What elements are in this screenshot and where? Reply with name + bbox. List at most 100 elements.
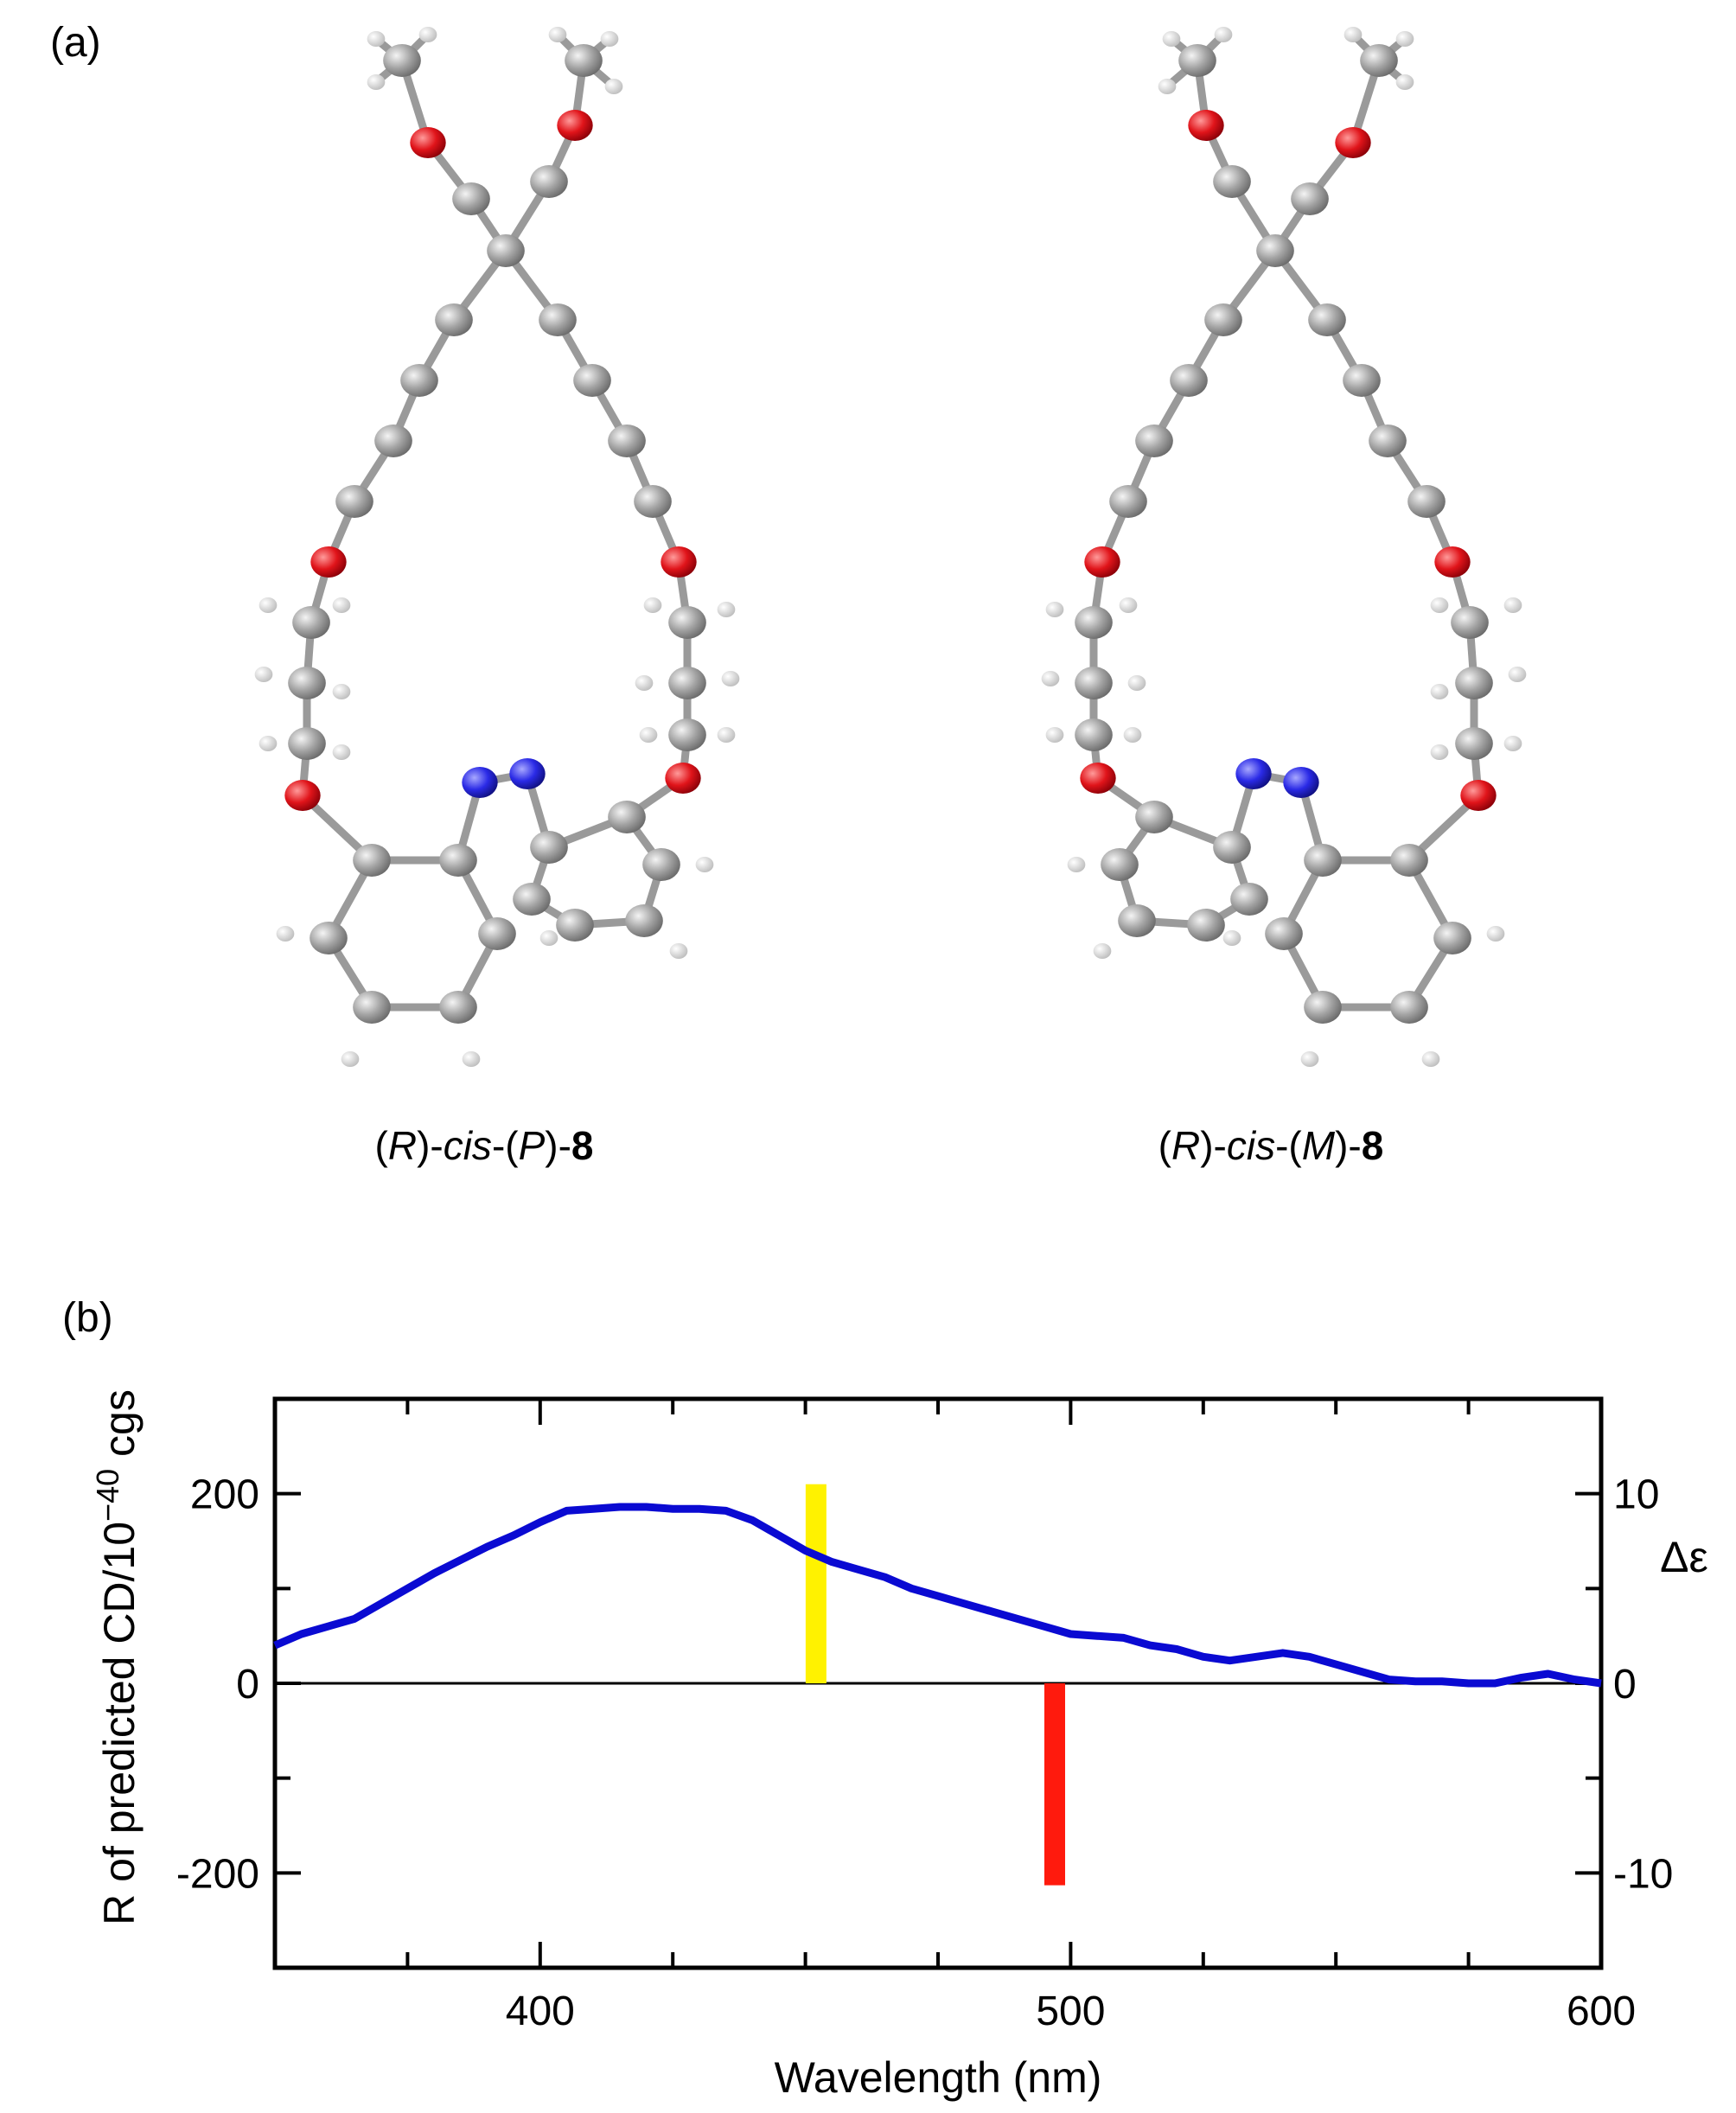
carbon-atom <box>1369 425 1407 457</box>
hydrogen-atom <box>341 1051 360 1067</box>
carbon-atom <box>1304 844 1342 877</box>
oxygen-atom <box>1080 763 1116 794</box>
molecule-structures <box>254 27 1527 1067</box>
carbon-atom <box>573 364 611 397</box>
oxygen-atom <box>1084 546 1120 578</box>
hydrogen-atom <box>717 602 736 617</box>
caption-helix: M <box>1301 1123 1336 1168</box>
hydrogen-atom <box>1214 27 1233 42</box>
caption-cis: cis <box>443 1123 492 1168</box>
nitrogen-atom <box>462 767 498 798</box>
molecule-r-cis-m-8 <box>1041 27 1527 1067</box>
carbon-atom <box>292 606 330 639</box>
carbon-atom <box>1230 883 1268 916</box>
plot-frame <box>272 1396 1604 1970</box>
caption-paren-open: ( <box>1158 1123 1171 1168</box>
oxygen-atom <box>665 763 701 794</box>
carbon-atom <box>1343 364 1381 397</box>
hydrogen-atom <box>548 27 567 42</box>
caption-config: R <box>1171 1123 1201 1168</box>
caption-helix: P <box>518 1123 546 1168</box>
carbon-atom <box>288 667 326 699</box>
y-right-tick-label: -10 <box>1613 1851 1673 1897</box>
caption-number: 8 <box>1361 1123 1384 1168</box>
hydrogen-atom <box>1041 671 1060 686</box>
x-tick-label: 600 <box>1567 1989 1636 2034</box>
carbon-atom <box>435 303 473 336</box>
carbon-atom <box>565 44 603 77</box>
panel-label-b: (b) <box>62 1295 113 1341</box>
y-right-axis-title: Δε <box>1660 1533 1708 1581</box>
carbon-atom <box>374 425 412 457</box>
carbon-atom <box>1213 831 1251 864</box>
hydrogen-atom <box>600 31 619 47</box>
hydrogen-atom <box>1222 930 1241 946</box>
carbon-atom <box>383 44 421 77</box>
carbon-atom <box>1118 904 1156 937</box>
carbon-atom <box>288 727 326 760</box>
carbon-atom <box>1265 917 1303 950</box>
hydrogen-atom <box>1300 1051 1319 1067</box>
y-right-tick-label: 10 <box>1613 1472 1659 1518</box>
hydrogen-atom <box>1045 727 1064 743</box>
hydrogen-atom <box>717 727 736 743</box>
y-left-tick-label: 200 <box>190 1472 259 1518</box>
carbon-atom <box>1187 909 1225 942</box>
hydrogen-atom <box>639 727 658 743</box>
carbon-atom <box>668 667 706 699</box>
caption-number: 8 <box>571 1123 594 1168</box>
hydrogen-atom <box>643 597 662 613</box>
hydrogen-atom <box>721 671 740 686</box>
carbon-atom <box>353 991 391 1024</box>
carbon-atom <box>1433 922 1471 954</box>
carbon-atom <box>539 303 577 336</box>
y-left-tick-label: 0 <box>236 1662 259 1708</box>
hydrogen-atom <box>254 667 273 682</box>
oxygen-atom <box>1460 780 1497 811</box>
x-axis-title: Wavelength (nm) <box>775 2053 1102 2102</box>
cd-curve <box>273 1503 1602 1688</box>
carbon-atom <box>400 364 438 397</box>
hydrogen-atom <box>276 926 295 942</box>
hydrogen-atom <box>1123 727 1142 743</box>
hydrogen-atom <box>1119 597 1138 613</box>
carbon-atom <box>1135 425 1173 457</box>
hydrogen-atom <box>1343 27 1363 42</box>
carbon-atom <box>1308 303 1346 336</box>
hydrogen-atom <box>1430 744 1449 760</box>
carbon-atom <box>1170 364 1208 397</box>
carbon-atom <box>530 831 568 864</box>
hydrogen-atom <box>1430 684 1449 699</box>
hydrogen-atom <box>1503 736 1522 751</box>
carbon-atom <box>1304 991 1342 1024</box>
caption-mid-open: -( <box>491 1123 519 1168</box>
carbon-atom <box>1213 165 1251 198</box>
carbon-atom <box>608 425 646 457</box>
x-tick-label: 500 <box>1036 1989 1105 2034</box>
hydrogen-atom <box>258 597 278 613</box>
hydrogen-atom <box>1162 31 1181 47</box>
caption-paren-close: )- <box>1200 1123 1227 1168</box>
hydrogen-atom <box>635 675 654 691</box>
hydrogen-atom <box>1158 79 1177 94</box>
x-tick-label: 400 <box>506 1989 575 2034</box>
oxygen-atom <box>284 780 321 811</box>
hydrogen-atom <box>462 1051 481 1067</box>
caption-config: R <box>387 1123 418 1168</box>
hydrogen-atom <box>1508 667 1527 682</box>
oxygen-atom <box>410 127 446 158</box>
carbon-atom <box>1075 606 1113 639</box>
carbon-atom <box>1101 848 1139 881</box>
y-left-title-unit: cgs <box>95 1389 144 1469</box>
carbon-atom <box>1075 718 1113 751</box>
hydrogen-atom <box>258 736 278 751</box>
nitrogen-atom <box>509 758 546 789</box>
carbon-atom <box>1407 485 1446 518</box>
hydrogen-atom <box>367 31 386 47</box>
carbon-atom <box>642 848 680 881</box>
carbon-atom <box>608 801 646 833</box>
carbon-atom <box>1291 182 1329 215</box>
hydrogen-atom <box>1486 926 1505 942</box>
oxygen-atom <box>661 546 697 578</box>
carbon-atom <box>487 234 525 267</box>
